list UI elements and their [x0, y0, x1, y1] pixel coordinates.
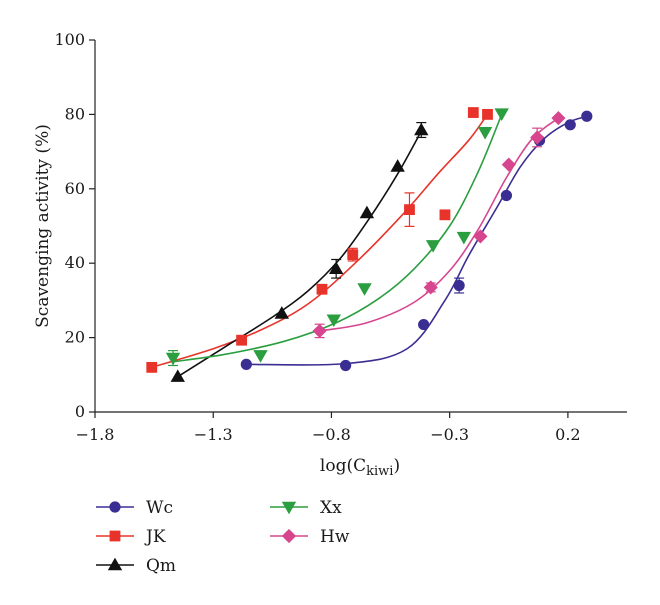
data-point-hw	[473, 229, 488, 244]
data-point-xx	[477, 126, 493, 140]
x-axis-label-close: )	[393, 456, 400, 476]
data-point-hw	[530, 130, 545, 145]
data-point-wc	[418, 318, 430, 331]
data-point-wc	[453, 279, 465, 292]
data-point-qm	[170, 369, 185, 382]
y-tick-label: 0	[75, 402, 85, 421]
x-tick-label: −1.8	[76, 425, 115, 444]
data-point-jk	[467, 107, 479, 118]
data-point-wc	[500, 189, 513, 202]
fit-curve-wc	[246, 115, 588, 366]
x-tick-label: −1.3	[194, 425, 233, 444]
legend-marker-hw	[281, 528, 297, 544]
fit-curve-xx	[172, 114, 503, 363]
data-point-qm	[390, 159, 405, 172]
legend: Wc JK Qm Xx Hw	[96, 498, 350, 576]
x-axis-label-main: log(C	[320, 456, 366, 476]
fit-curve-hw	[319, 117, 559, 332]
data-point-qm	[274, 306, 289, 319]
legend-item-jk: JK	[96, 527, 166, 547]
legend-marker-xx	[281, 501, 297, 515]
data-point-jk	[347, 249, 359, 261]
data-point-jk	[482, 109, 493, 120]
data-point-xx	[425, 240, 441, 253]
data-point-wc	[581, 110, 593, 122]
y-axis-label: Scavenging activity (%)	[33, 124, 53, 328]
data-point-xx	[253, 350, 268, 363]
data-point-jk	[404, 204, 415, 216]
legend-label-wc: Wc	[146, 498, 173, 518]
data-point-hw	[312, 323, 327, 338]
x-tick-label: −0.8	[312, 425, 351, 444]
legend-label-jk: JK	[144, 527, 166, 547]
y-tick-label: 80	[65, 104, 85, 123]
y-tick-label: 60	[65, 179, 85, 198]
fit-curve-jk	[151, 113, 489, 369]
legend-item-hw: Hw	[270, 527, 350, 547]
data-point-xx	[357, 283, 372, 296]
legend-item-qm: Qm	[96, 556, 176, 576]
legend-label-hw: Hw	[320, 527, 350, 547]
data-point-qm	[414, 122, 429, 136]
data-point-xx	[456, 231, 472, 245]
y-tick-label: 40	[65, 253, 85, 272]
data-point-jk	[316, 283, 328, 295]
data-point-hw	[501, 157, 516, 172]
legend-item-wc: Wc	[96, 498, 173, 518]
x-tick-label: −0.3	[430, 425, 469, 444]
data-point-xx	[494, 108, 509, 121]
data-point-jk	[146, 361, 158, 373]
data-point-xx	[326, 314, 341, 328]
legend-marker-wc	[109, 501, 121, 513]
fit-curves	[151, 113, 588, 378]
x-axis-label-subscript: kiwi	[366, 464, 393, 479]
data-markers	[146, 107, 593, 382]
data-point-wc	[564, 119, 576, 131]
legend-label-qm: Qm	[146, 556, 176, 576]
data-point-wc	[340, 359, 352, 372]
legend-marker-qm	[107, 557, 123, 571]
data-point-wc	[240, 358, 252, 370]
data-point-jk	[439, 209, 451, 221]
legend-label-xx: Xx	[320, 498, 342, 518]
axes	[94, 40, 627, 413]
data-point-jk	[236, 334, 247, 346]
ticks: 0 20 40 60 80 100 −1.8 −1.3 −0.8 −0.3 0.2	[54, 30, 580, 444]
x-tick-label: 0.2	[555, 425, 580, 444]
data-point-qm	[359, 205, 375, 219]
data-point-hw	[423, 280, 438, 295]
legend-item-xx: Xx	[270, 498, 342, 518]
y-tick-label: 100	[54, 30, 85, 49]
data-point-xx	[165, 352, 181, 366]
legend-marker-jk	[109, 530, 121, 542]
data-point-hw	[551, 111, 566, 126]
x-axis-label: log(Ckiwi)	[320, 456, 400, 479]
data-point-qm	[328, 261, 344, 275]
fit-curve-qm	[177, 130, 422, 378]
y-tick-label: 20	[65, 328, 85, 347]
